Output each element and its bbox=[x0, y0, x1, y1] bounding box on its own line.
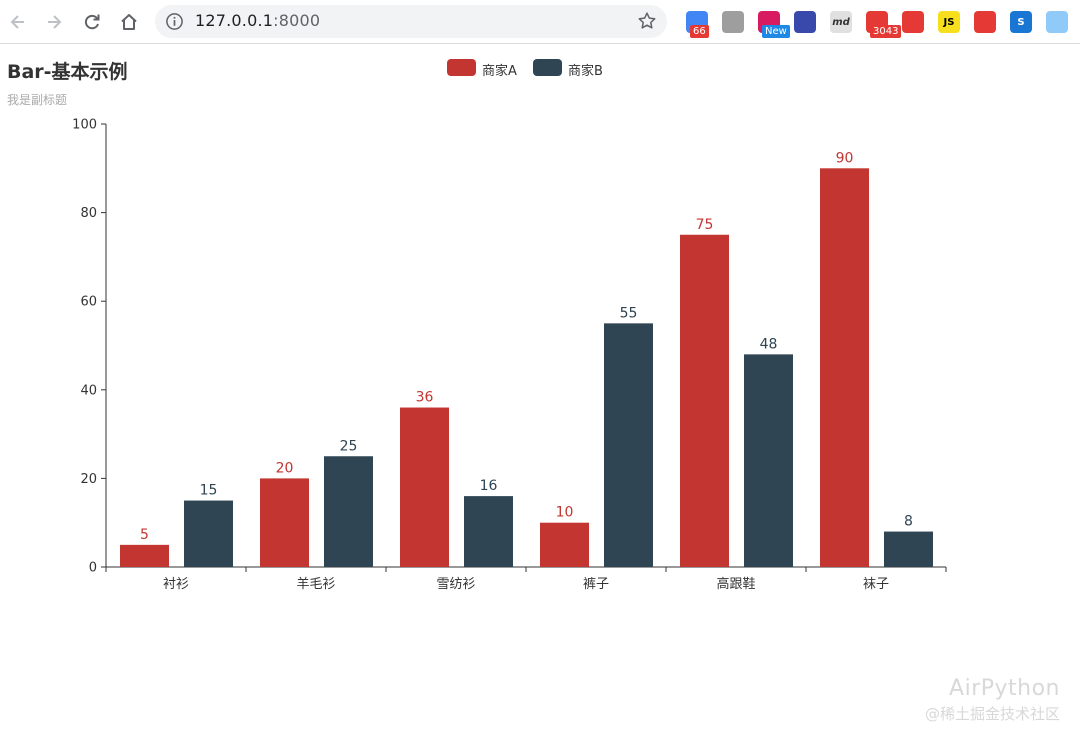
data-label-series-b: 48 bbox=[760, 336, 778, 352]
y-tick-label: 20 bbox=[80, 472, 97, 487]
reload-button[interactable] bbox=[80, 10, 104, 34]
watermark: AirPython @稀土掘金技术社区 bbox=[925, 676, 1060, 724]
y-tick-label: 60 bbox=[80, 295, 97, 310]
bar-series-a bbox=[540, 522, 589, 567]
url-text: 127.0.0.1:8000 bbox=[195, 11, 320, 30]
watermark-community: @稀土掘金技术社区 bbox=[924, 705, 1060, 723]
adblock-extension-icon[interactable] bbox=[902, 11, 924, 33]
forward-arrow-icon bbox=[48, 15, 62, 29]
url-port: :8000 bbox=[273, 11, 321, 30]
bar-series-b bbox=[184, 500, 233, 567]
y-tick-label: 0 bbox=[89, 561, 97, 576]
data-label-series-a: 5 bbox=[140, 527, 149, 543]
data-label-series-a: 20 bbox=[276, 460, 294, 476]
x-tick-label: 羊毛衫 bbox=[296, 576, 335, 592]
bar-series-b bbox=[464, 496, 513, 567]
y-tick-label: 100 bbox=[72, 118, 97, 133]
bar-series-b bbox=[884, 531, 933, 567]
legend-swatch-series-b bbox=[533, 59, 562, 76]
bar-series-a bbox=[120, 544, 169, 567]
globe-extension-icon[interactable] bbox=[1046, 11, 1068, 33]
back-button[interactable] bbox=[6, 10, 30, 34]
y-tick-label: 80 bbox=[80, 206, 97, 221]
forward-button[interactable] bbox=[42, 10, 66, 34]
data-label-series-a: 90 bbox=[836, 150, 854, 166]
x-tick-label: 衬衫 bbox=[163, 577, 189, 592]
watermark-brand: AirPython bbox=[949, 676, 1060, 701]
data-label-series-b: 16 bbox=[480, 478, 498, 494]
x-tick-label: 裤子 bbox=[583, 577, 609, 592]
bookmark-star-icon[interactable] bbox=[637, 11, 657, 31]
bar-series-b bbox=[744, 354, 793, 567]
data-label-series-b: 15 bbox=[200, 483, 218, 499]
x-tick-label: 高跟鞋 bbox=[716, 576, 755, 592]
url-host: 127.0.0.1 bbox=[195, 11, 274, 30]
image-extension-icon[interactable] bbox=[722, 11, 744, 33]
x-tick-label: 雪纺衫 bbox=[436, 577, 475, 592]
data-label-series-b: 25 bbox=[340, 438, 358, 454]
tomato-extension-icon[interactable] bbox=[974, 11, 996, 33]
bar-series-a bbox=[260, 478, 309, 567]
data-label-series-b: 8 bbox=[904, 514, 913, 530]
chart-title: Bar-基本示例 bbox=[7, 61, 128, 83]
chart-subtitle: 我是副标题 bbox=[7, 93, 68, 107]
markdown-extension-icon[interactable]: md bbox=[830, 11, 852, 33]
address-bar[interactable]: 127.0.0.1:8000 bbox=[155, 5, 667, 38]
swirl-extension-icon[interactable] bbox=[794, 11, 816, 33]
bar-series-a bbox=[400, 407, 449, 567]
bar-series-b bbox=[604, 323, 653, 567]
data-label-series-b: 55 bbox=[620, 305, 638, 321]
bar-series-a bbox=[680, 234, 729, 567]
mail-extension-badge: 3043 bbox=[870, 25, 902, 38]
camera-extension-badge: New bbox=[762, 25, 790, 38]
s-extension-icon[interactable]: S bbox=[1010, 11, 1032, 33]
bar-series-b bbox=[324, 456, 373, 567]
js-extension-icon[interactable]: JS bbox=[938, 11, 960, 33]
legend-label-series-b: 商家B bbox=[568, 64, 603, 79]
grid-extension-badge: 66 bbox=[690, 25, 709, 38]
y-tick-label: 40 bbox=[80, 383, 97, 398]
data-label-series-a: 10 bbox=[556, 505, 574, 521]
home-button[interactable] bbox=[117, 10, 141, 34]
legend-swatch-series-a bbox=[447, 59, 476, 76]
browser-toolbar: 127.0.0.1:8000 66 New md 3043 JS S bbox=[0, 0, 1080, 44]
legend-label-series-a: 商家A bbox=[482, 64, 517, 79]
data-label-series-a: 75 bbox=[696, 217, 714, 233]
back-arrow-icon bbox=[10, 15, 24, 29]
info-icon[interactable] bbox=[165, 12, 184, 31]
data-label-series-a: 36 bbox=[416, 390, 434, 406]
x-tick-label: 袜子 bbox=[863, 577, 889, 592]
bar-series-a bbox=[820, 168, 869, 568]
home-icon bbox=[121, 14, 137, 30]
reload-icon bbox=[84, 14, 100, 30]
